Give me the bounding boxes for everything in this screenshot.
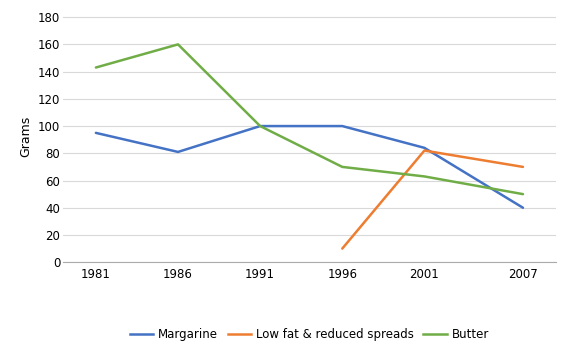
Butter bbox=[421, 174, 428, 178]
Line: Low fat & reduced spreads: Low fat & reduced spreads bbox=[342, 150, 523, 249]
Low fat & reduced spreads bbox=[520, 165, 527, 169]
Line: Butter: Butter bbox=[96, 45, 523, 194]
Low fat & reduced spreads bbox=[421, 148, 428, 152]
Margarine bbox=[175, 150, 182, 154]
Margarine bbox=[520, 206, 527, 210]
Low fat & reduced spreads bbox=[339, 247, 346, 251]
Margarine bbox=[339, 124, 346, 128]
Margarine bbox=[92, 131, 99, 135]
Butter bbox=[520, 192, 527, 196]
Butter bbox=[339, 165, 346, 169]
Butter bbox=[257, 124, 264, 128]
Y-axis label: Grams: Grams bbox=[19, 116, 32, 157]
Butter bbox=[92, 66, 99, 70]
Legend: Margarine, Low fat & reduced spreads, Butter: Margarine, Low fat & reduced spreads, Bu… bbox=[125, 324, 494, 345]
Margarine bbox=[257, 124, 264, 128]
Butter bbox=[175, 42, 182, 47]
Line: Margarine: Margarine bbox=[96, 126, 523, 208]
Margarine bbox=[421, 146, 428, 150]
